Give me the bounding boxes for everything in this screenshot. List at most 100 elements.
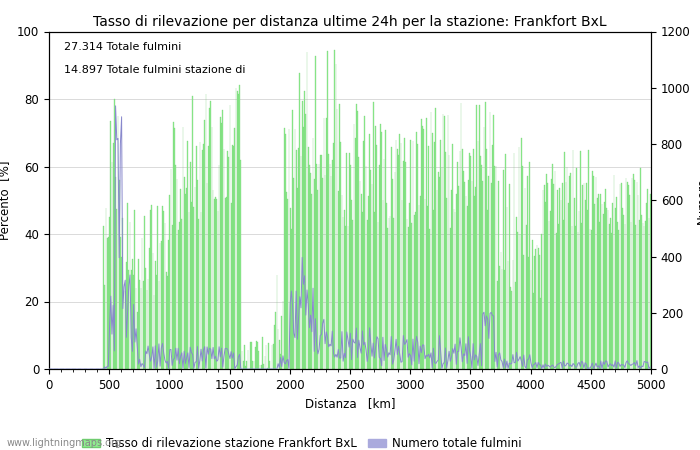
Bar <box>144 216 145 369</box>
Bar <box>239 85 240 369</box>
Bar <box>382 199 383 369</box>
Bar <box>551 179 552 369</box>
Bar <box>303 126 304 369</box>
Bar <box>169 195 170 369</box>
Bar <box>502 269 503 369</box>
Bar <box>432 133 433 369</box>
Bar <box>243 361 244 369</box>
Bar <box>231 203 232 369</box>
Bar <box>434 142 435 369</box>
Bar <box>593 176 594 369</box>
Bar <box>567 166 568 369</box>
Bar <box>176 180 177 369</box>
Bar <box>614 175 615 369</box>
Bar <box>348 226 349 369</box>
Bar <box>163 212 164 369</box>
Bar <box>527 176 528 369</box>
Bar <box>485 102 486 369</box>
Bar <box>305 114 306 369</box>
Bar <box>380 124 381 369</box>
Bar <box>121 256 122 369</box>
Bar <box>623 215 624 369</box>
Bar <box>315 56 316 369</box>
Bar <box>288 129 289 369</box>
Bar <box>340 142 341 369</box>
Bar <box>492 144 493 369</box>
Bar <box>392 179 393 369</box>
Bar <box>203 144 204 369</box>
Bar <box>367 220 368 369</box>
Bar <box>333 143 334 369</box>
Bar <box>373 103 374 369</box>
Bar <box>131 270 132 369</box>
Bar <box>240 160 241 369</box>
Bar <box>283 302 284 369</box>
Bar <box>556 233 557 369</box>
Bar <box>609 224 610 369</box>
Bar <box>226 198 227 369</box>
Bar <box>639 220 640 369</box>
Bar <box>451 190 452 369</box>
Bar <box>316 164 317 369</box>
Bar <box>352 220 353 369</box>
Bar <box>281 316 282 369</box>
Bar <box>580 151 581 369</box>
Bar <box>360 194 362 369</box>
Bar <box>273 344 274 369</box>
Bar <box>649 218 650 369</box>
Bar <box>280 354 281 369</box>
Bar <box>575 226 576 369</box>
Bar <box>201 212 202 369</box>
Bar <box>457 162 458 369</box>
Title: Tasso di rilevazione per distanza ultime 24h per la stazione: Frankfort BxL: Tasso di rilevazione per distanza ultime… <box>93 15 607 29</box>
Bar <box>173 122 174 369</box>
Bar <box>134 210 135 369</box>
Bar <box>469 153 470 369</box>
Bar <box>335 64 336 369</box>
Bar <box>462 148 463 369</box>
Bar <box>511 291 512 369</box>
Bar <box>137 312 138 369</box>
Bar <box>309 165 310 369</box>
Bar <box>569 176 570 369</box>
Bar <box>124 284 125 369</box>
Bar <box>579 212 580 369</box>
Bar <box>529 162 530 369</box>
Bar <box>522 166 523 369</box>
Bar <box>576 168 577 369</box>
Bar <box>547 183 548 369</box>
Bar <box>308 147 309 369</box>
Bar <box>507 207 508 369</box>
Bar <box>611 233 612 369</box>
Bar <box>338 191 339 369</box>
Bar <box>400 143 401 369</box>
Bar <box>268 343 269 369</box>
Bar <box>601 204 603 369</box>
Bar <box>246 361 247 369</box>
Bar <box>330 176 332 369</box>
Bar <box>479 105 480 369</box>
Bar <box>326 118 327 369</box>
Bar <box>343 217 344 369</box>
Bar <box>634 180 635 369</box>
Text: 14.897 Totale fulmini stazione di: 14.897 Totale fulmini stazione di <box>64 65 246 75</box>
Bar <box>166 272 167 369</box>
Bar <box>599 222 600 369</box>
Bar <box>296 150 297 369</box>
Bar <box>498 181 499 369</box>
Bar <box>427 206 428 369</box>
Bar <box>263 364 264 369</box>
Bar <box>322 178 323 369</box>
Bar <box>179 222 180 369</box>
Bar <box>258 351 259 369</box>
Bar <box>403 161 404 369</box>
Bar <box>206 183 207 369</box>
Bar <box>520 234 521 369</box>
Y-axis label: Numero: Numero <box>696 177 700 224</box>
Bar <box>274 325 275 369</box>
Bar <box>450 228 451 369</box>
Bar <box>517 232 518 369</box>
Bar <box>253 360 254 369</box>
Bar <box>417 144 418 369</box>
Bar <box>557 190 558 369</box>
